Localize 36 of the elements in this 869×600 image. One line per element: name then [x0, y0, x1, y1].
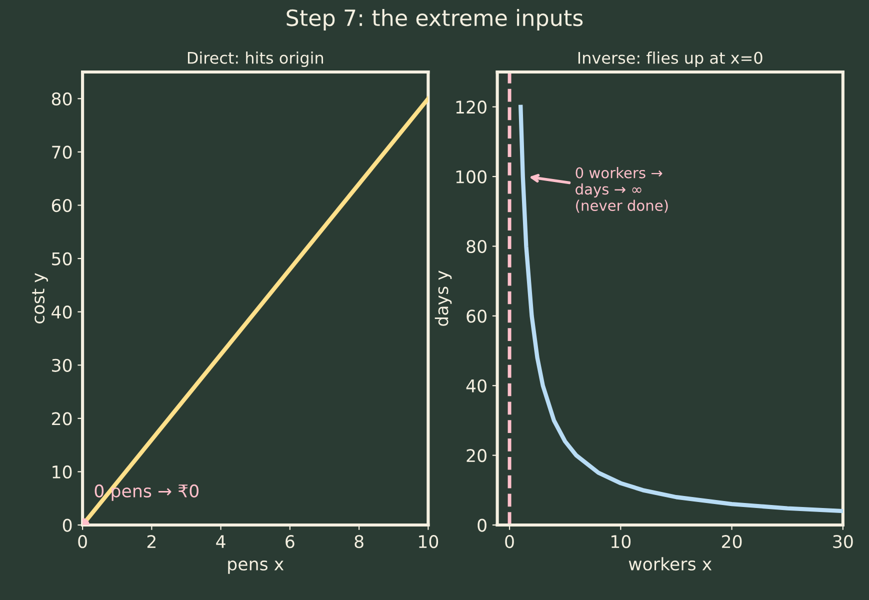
- annotation: 0 workers → days → ∞ (never done): [576, 167, 668, 213]
- x-tick-label: 0: [505, 535, 514, 548]
- y-tick-label: 20: [466, 449, 486, 462]
- x-tick-label: 10: [612, 535, 631, 548]
- x-tick-label: 4: [216, 535, 226, 548]
- text: Step 7: the extreme inputs: [286, 9, 583, 31]
- y-tick-label: 40: [466, 379, 486, 392]
- chart-title: Direct: hits origin: [188, 52, 323, 67]
- x-tick-label: 8: [354, 535, 364, 548]
- y-tick-label: 20: [52, 412, 72, 426]
- y-tick-label: 0: [478, 518, 486, 532]
- y-tick-label: 70: [52, 146, 72, 159]
- y-tick-label: 80: [466, 240, 486, 254]
- x-tick-label: 0: [78, 535, 87, 548]
- y-tick-label: 100: [456, 170, 486, 184]
- y-tick-label: 40: [52, 306, 72, 319]
- line-series: [518, 104, 843, 514]
- y-tick-label: 50: [52, 252, 72, 266]
- y-axis-title: cost y: [32, 273, 48, 324]
- y-tick-label: 0: [62, 518, 72, 532]
- y-tick-label: 10: [52, 465, 72, 479]
- y-axis-title: days y: [434, 270, 452, 326]
- x-tick-label: 20: [722, 535, 742, 548]
- x-axis-title: workers x: [628, 557, 712, 571]
- x-tick-label: 2: [147, 535, 156, 548]
- y-tick-label: 80: [52, 92, 72, 106]
- x-tick-label: 10: [419, 535, 438, 548]
- y-tick-label: 60: [466, 310, 486, 323]
- x-tick-label: 6: [286, 535, 294, 548]
- x-axis-title: pens x: [228, 560, 284, 574]
- y-tick-label: 120: [456, 100, 486, 114]
- x-tick-label: 30: [833, 535, 853, 548]
- y-tick-label: 60: [52, 198, 72, 212]
- chart-title: Inverse: flies up at x=0: [578, 52, 762, 67]
- y-tick-label: 30: [52, 358, 72, 372]
- annotation: 0 pens → ₹0: [94, 484, 199, 501]
